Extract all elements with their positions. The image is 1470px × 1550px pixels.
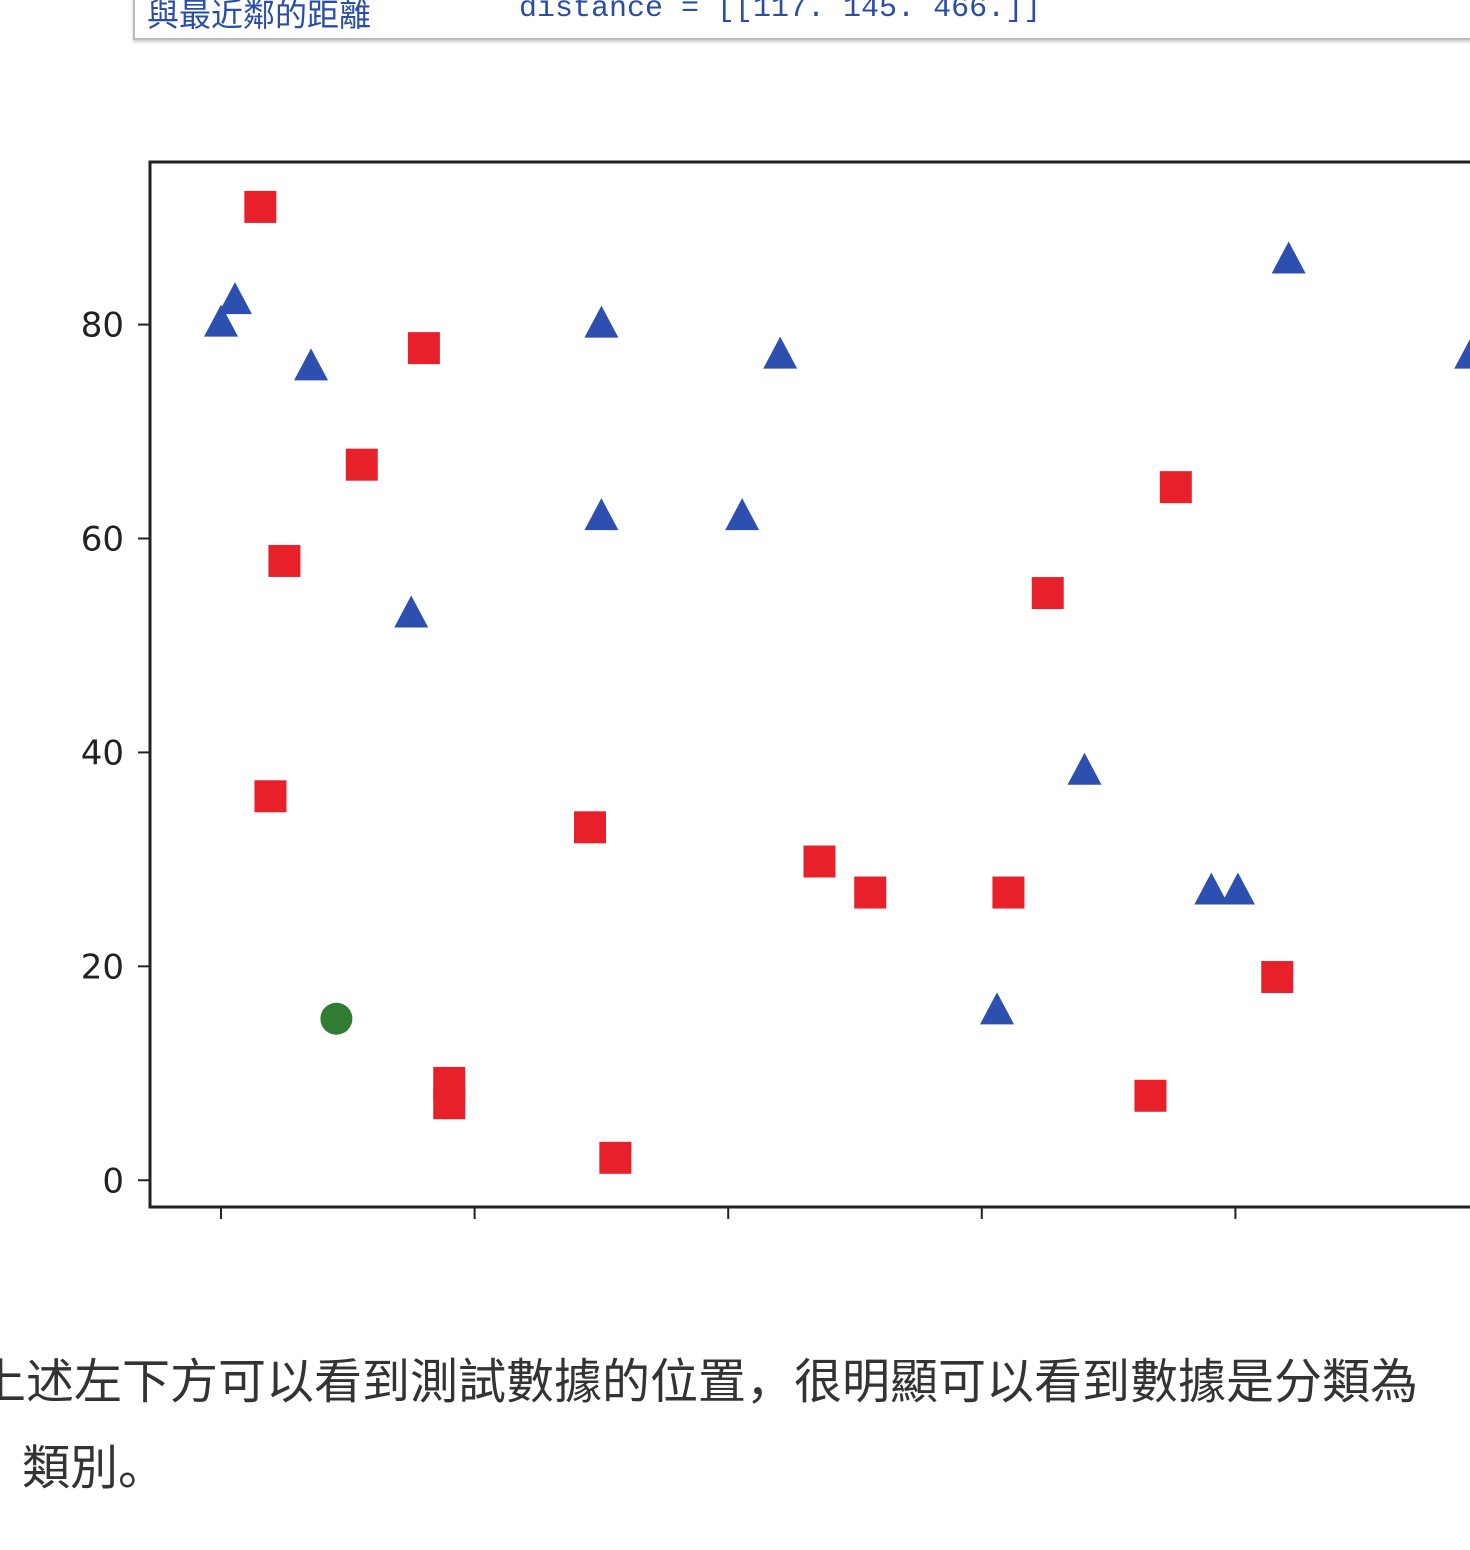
y-tick-label: 60 [81,519,124,559]
triangle-point [584,305,619,338]
square-point [1031,577,1064,610]
code-output-box: 與最近鄰的距離 distance = [[117. 145. 466.]] [133,0,1470,40]
scatter-chart: 020406080100020406080 [81,160,1470,1219]
square-point [268,544,301,577]
y-tick-label: 20 [81,947,124,987]
triangle-point [1067,752,1102,785]
square-point [345,448,378,481]
triangle-point [1271,241,1306,274]
paragraph-line: 類別。 [22,1440,167,1496]
square-point [992,876,1025,909]
square-point [599,1141,632,1174]
triangle-point [394,595,429,628]
y-tick-label: 40 [81,733,124,773]
square-point [407,332,440,365]
triangle-point [725,498,760,531]
circle-point [320,1002,353,1035]
code-label: 與最近鄰的距離 [147,0,372,34]
triangle-point [204,304,239,337]
triangle-point [763,336,798,369]
square-point [433,1087,466,1120]
triangle-point [584,498,619,531]
square-point [1261,961,1294,994]
triangle-point [980,992,1015,1025]
y-tick-label: 0 [102,1161,124,1201]
square-point [854,876,887,909]
triangle-point [1220,872,1255,905]
square-point [254,780,287,813]
square-point [803,845,836,878]
square-point [244,190,277,223]
code-text: distance = [[117. 145. 466.]] [519,0,1042,26]
square-point [1134,1079,1167,1112]
square-point [573,811,606,844]
triangle-point [217,282,252,315]
square-point [1159,471,1192,504]
paragraph-line: 上述左下方可以看到測試數據的位置，很明顯可以看到數據是分類為 [0,1354,1419,1410]
triangle-point [294,348,329,381]
triangle-point [1194,872,1229,905]
y-tick-label: 80 [81,306,124,346]
triangle-point [1454,339,1470,369]
plot-frame [148,160,1470,1209]
